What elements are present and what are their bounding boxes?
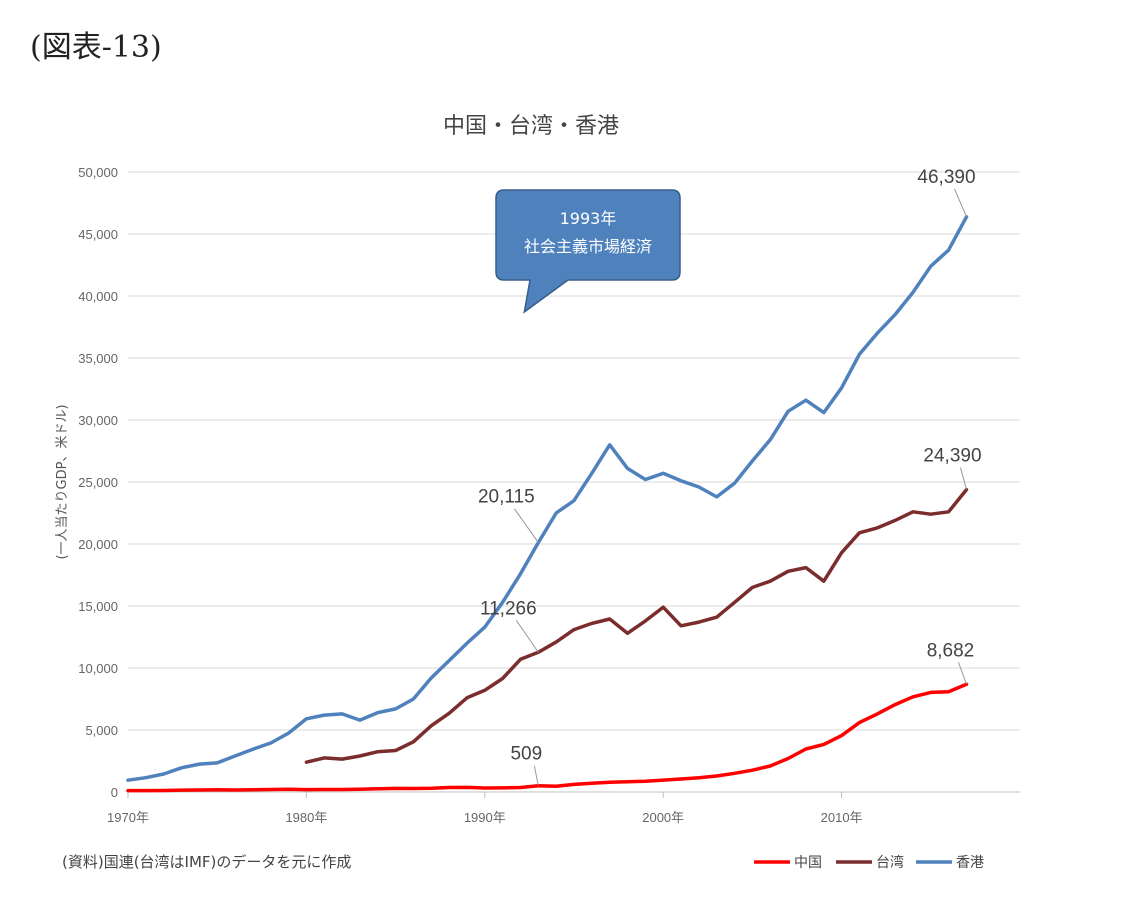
legend-label-台湾: 台湾 — [876, 854, 904, 871]
y-tick-label: 30,000 — [78, 413, 118, 428]
data-label-leader — [515, 620, 539, 653]
data-label-leader — [513, 508, 539, 543]
y-axis-label: (一人当たりGDP、米ドル) — [55, 404, 70, 559]
x-tick-label: 1970年 — [107, 810, 149, 825]
y-tick-label: 50,000 — [78, 165, 118, 180]
data-labels: 20,115 46,390 11,266 24,390 509 8,682 — [478, 167, 982, 786]
y-tick-label: 45,000 — [78, 227, 118, 242]
series-line-香港 — [126, 215, 969, 782]
callout-line-1: 1993年 — [560, 209, 617, 228]
y-tick-label: 10,000 — [78, 661, 118, 676]
series-line-台湾 — [304, 487, 969, 764]
x-tick-label: 2000年 — [642, 810, 684, 825]
data-label-leader — [959, 467, 967, 490]
y-tick-label: 5,000 — [85, 723, 118, 738]
data-label-leader — [533, 765, 539, 786]
series-line-中国 — [126, 682, 969, 793]
data-label: 20,115 — [478, 487, 535, 508]
y-tick-label: 25,000 — [78, 475, 118, 490]
data-label: 11,266 — [480, 598, 537, 619]
chart-title: 中国・台湾・香港 — [443, 114, 619, 139]
figure-label: (図表-13) — [30, 30, 162, 65]
data-label: 24,390 — [923, 446, 981, 467]
x-tick-label: 2010年 — [821, 810, 863, 825]
series-lines — [126, 215, 969, 793]
y-tick-label: 20,000 — [78, 537, 118, 552]
data-label-leader — [954, 188, 967, 217]
y-tick-label: 40,000 — [78, 289, 118, 304]
callout-line-2: 社会主義市場経済 — [524, 237, 652, 256]
legend: 中国 台湾 香港 — [754, 854, 984, 871]
legend-label-香港: 香港 — [956, 855, 984, 871]
x-tick-label: 1990年 — [464, 810, 506, 825]
x-axis: 1970年 1980年 1990年 2000年 2010年 — [107, 791, 1020, 825]
y-axis: 0 5,000 10,000 15,000 20,000 25,000 30,000 35,0… — [78, 165, 118, 800]
y-tick-label: 15,000 — [78, 599, 118, 614]
x-tick-label: 1980年 — [285, 810, 327, 825]
y-tick-label: 35,000 — [78, 351, 118, 366]
legend-label-中国: 中国 — [794, 855, 822, 871]
callout-box — [495, 189, 681, 314]
data-label-leader — [958, 662, 967, 685]
data-label: 509 — [510, 744, 542, 765]
source-note: (資料)国連(台湾はIMF)のデータを元に作成 — [62, 853, 351, 871]
y-tick-label: 0 — [111, 785, 118, 800]
data-label: 46,390 — [917, 167, 975, 188]
data-label: 8,682 — [927, 640, 975, 661]
